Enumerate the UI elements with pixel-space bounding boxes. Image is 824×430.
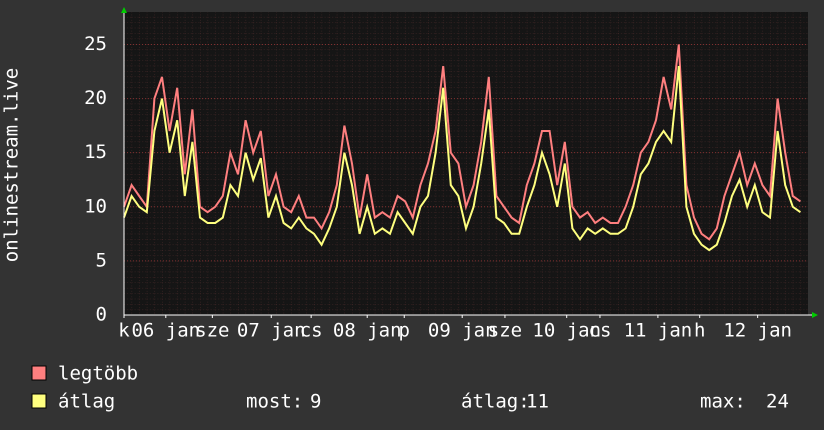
stat-value: 9: [310, 391, 321, 413]
stat-label: átlag:: [461, 391, 530, 413]
stat-value: 11: [526, 391, 549, 413]
stat-label: most:: [246, 391, 303, 413]
y-tick-label: 15: [84, 141, 107, 163]
series-line: [123, 44, 801, 241]
x-tick-label: cs: [300, 320, 323, 342]
series-line: [123, 66, 801, 252]
y-tick-label: 0: [96, 304, 107, 326]
x-tick-label: 12 jan: [723, 320, 792, 342]
stat-value: 24: [766, 391, 789, 413]
y-axis-label: onlinestream.live: [1, 68, 23, 262]
stat-label: max:: [700, 391, 746, 413]
x-tick-label: h: [694, 320, 705, 342]
minor-grid: [124, 12, 808, 315]
x-tick-label: 08 jan: [333, 320, 402, 342]
x-tick-label: sze: [195, 320, 229, 342]
legend-swatch: [31, 393, 47, 409]
x-tick-label: 11 jan: [624, 320, 693, 342]
x-tick-label: 09 jan: [428, 320, 497, 342]
y-tick-label: 25: [84, 33, 107, 55]
y-tick-label: 5: [96, 249, 107, 271]
legend-label: átlag: [58, 391, 115, 413]
legend-label: legtöbb: [58, 363, 138, 385]
x-tick-label: 07 jan: [237, 320, 306, 342]
x-tick-label: sze: [488, 320, 522, 342]
legend-swatch: [31, 365, 47, 381]
plot: [123, 43, 808, 316]
x-arrow: [812, 312, 818, 318]
x-tick-label: k: [118, 320, 130, 342]
x-tick-label: 10 jan: [532, 320, 601, 342]
x-tick-label: p: [399, 320, 410, 342]
x-tick-label: cs: [589, 320, 612, 342]
y-arrow: [121, 7, 127, 13]
y-tick-label: 20: [84, 87, 107, 109]
x-tick-label: 06 jan: [131, 320, 200, 342]
y-tick-label: 10: [84, 195, 107, 217]
